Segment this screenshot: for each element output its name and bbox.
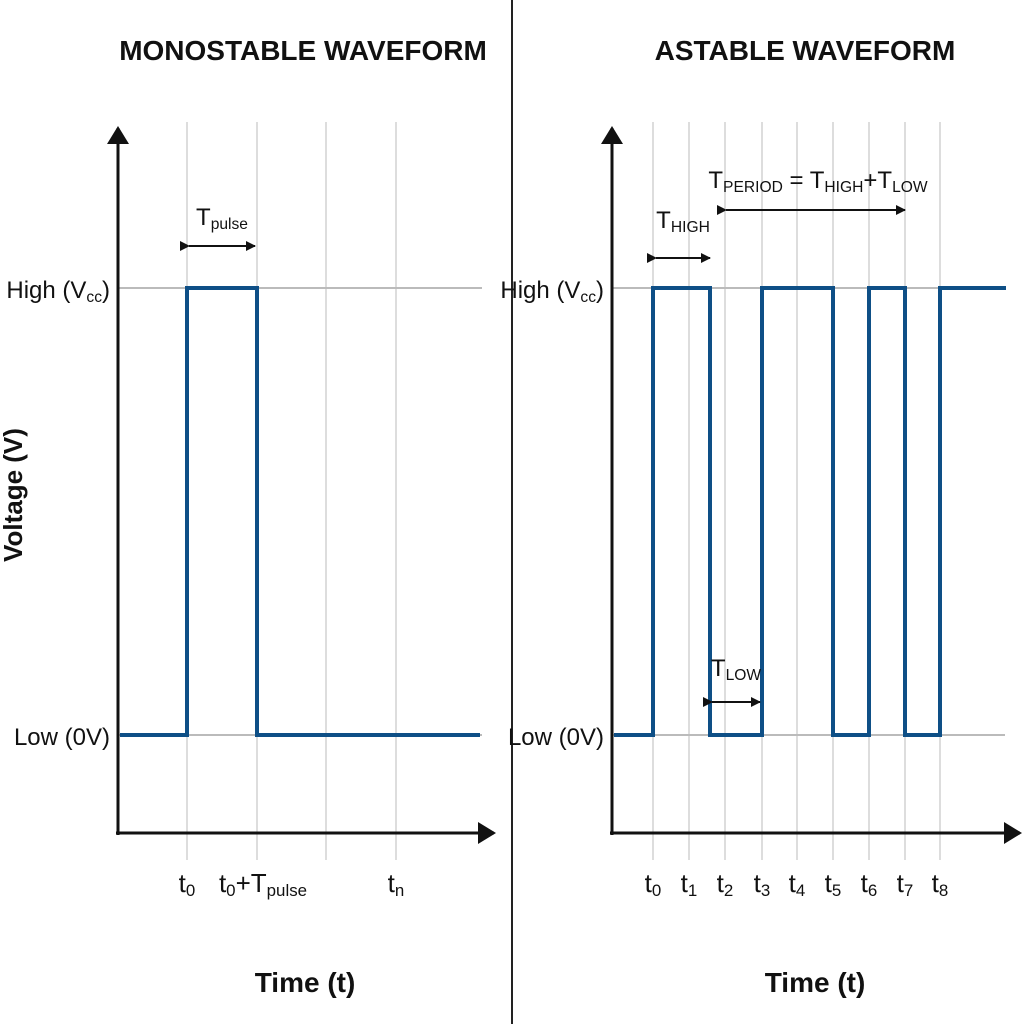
y-axis-label: Voltage (V) [0,428,28,562]
subscript: LOW [726,667,762,684]
subscript: pulse [267,881,307,900]
text-part: t [681,868,689,898]
high-label: High (Vcc) [500,277,604,306]
subscript: 6 [868,881,877,900]
x-axis-label: Time (t) [765,967,866,998]
text-part: T [196,204,211,231]
time-label: t1 [681,868,698,900]
text-part: t [645,868,653,898]
text-part: T [708,167,723,194]
time-label: t3 [754,868,771,900]
subscript: 1 [688,881,697,900]
subscript: 0 [652,881,661,900]
text-part: t [219,868,227,898]
waveform [614,286,1006,737]
time-label: t0 [645,868,662,900]
text-part: T [711,655,726,682]
subscript: 3 [761,881,770,900]
subscript: PERIOD [723,179,783,196]
text-part: t [932,868,940,898]
time-label: t0 [179,868,196,900]
text-part: t [388,868,396,898]
subscript: LOW [892,179,928,196]
text-part: t [754,868,762,898]
subscript: 5 [832,881,841,900]
subscript: n [395,881,404,900]
subscript: 7 [904,881,913,900]
subscript: cc [86,289,102,306]
time-label: t6 [861,868,878,900]
text-part: t [179,868,187,898]
text-part: t [789,868,797,898]
text-part: ) [102,277,110,304]
text-part: t [861,868,869,898]
t-high-label: THIGH [656,207,710,236]
low-label: Low (0V) [14,724,110,751]
subscript: HIGH [824,179,863,196]
text-part: T [656,207,671,234]
text-part: +T [863,167,892,194]
text-part: ) [596,277,604,304]
subscript: HIGH [671,219,710,236]
panel-title: MONOSTABLE WAVEFORM [119,35,487,66]
subscript: 0 [186,881,195,900]
subscript: 4 [796,881,805,900]
panel-title: ASTABLE WAVEFORM [655,35,956,66]
text-part: High (V [500,277,580,304]
time-label: tn [388,868,405,900]
low-label: Low (0V) [508,724,604,751]
text-part: High (V [6,277,86,304]
subscript: pulse [211,216,248,233]
text-part: t [717,868,725,898]
time-label: t4 [789,868,806,900]
high-label: High (Vcc) [6,277,110,306]
subscript: 2 [724,881,733,900]
text-part: +T [236,868,267,898]
text-part: t [825,868,833,898]
time-label: t2 [717,868,734,900]
subscript: 8 [939,881,948,900]
subscript: 0 [226,881,235,900]
text-part: t [897,868,905,898]
text-part: = T [783,167,825,194]
time-label: t0+Tpulse [219,868,307,900]
pulse-label: Tpulse [196,204,248,233]
time-label: t7 [897,868,914,900]
t-period-label: TPERIOD = THIGH+TLOW [708,167,928,196]
x-axis-label: Time (t) [255,967,356,998]
subscript: cc [580,289,596,306]
time-label: t5 [825,868,842,900]
time-label: t8 [932,868,949,900]
waveform [120,286,480,737]
t-low-label: TLOW [711,655,761,684]
